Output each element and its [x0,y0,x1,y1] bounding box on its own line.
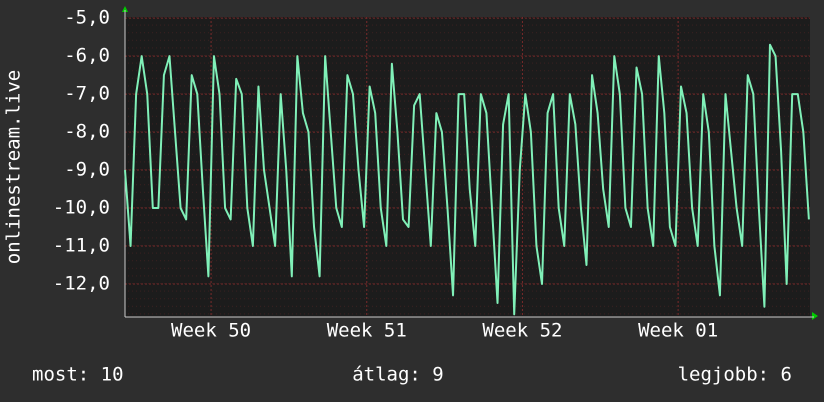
x-tick-label: Week 51 [327,320,407,342]
y-tick-label: -8,0 [64,121,110,143]
y-tick-label: -10,0 [53,197,110,219]
y-tick-label: -6,0 [64,45,110,67]
y-axis-label: onlinestream.live [3,70,25,264]
y-tick-label: -12,0 [53,272,110,294]
data-line [124,43,810,316]
y-axis-arrow [122,6,128,12]
x-tick-label: Week 52 [482,320,562,342]
stat-average: átlag: 9 [352,364,444,386]
x-axis-arrow [812,312,818,320]
x-tick-label: Week 01 [638,320,718,342]
stat-max: legjobb: 6 [678,364,792,386]
y-tick-label: -5,0 [64,7,110,29]
y-tick-label: -9,0 [64,159,110,181]
stat-current: most: 10 [32,364,124,386]
x-tick-label: Week 50 [171,320,251,342]
y-tick-label: -7,0 [64,83,110,105]
y-tick-label: -11,0 [53,234,110,256]
